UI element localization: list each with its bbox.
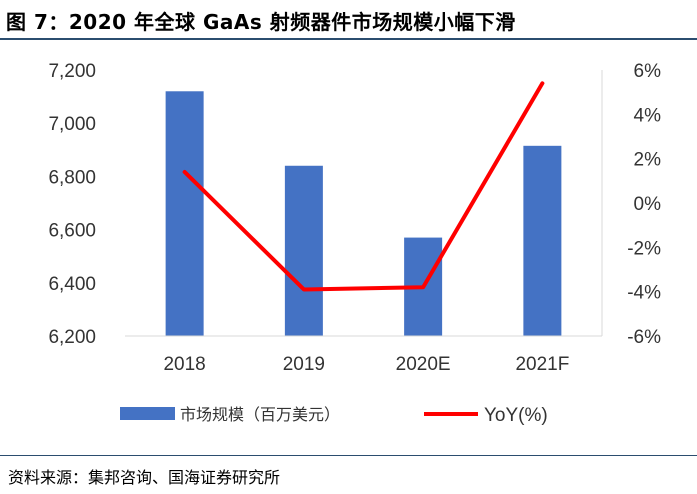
chart-title: 图 7：2020 年全球 GaAs 射频器件市场规模小幅下滑: [6, 10, 516, 34]
yoy-point-2020E: [422, 286, 424, 288]
left-tick-label: 6,200: [48, 327, 96, 348]
right-tick-label: 4%: [634, 105, 662, 126]
right-axis-ticks: -6% -4% -2% 0% 2% 4% 6%: [627, 61, 661, 348]
left-tick-label: 6,600: [48, 221, 96, 242]
x-axis-ticks: 2018 2019 2020E 2021F: [163, 354, 569, 375]
legend: 市场规模（百万美元） YoY(%): [120, 405, 548, 426]
x-tick-label: 2021F: [515, 354, 569, 375]
yoy-line: [182, 81, 545, 292]
right-tick-label: -2%: [627, 238, 661, 259]
line-series: [182, 81, 545, 292]
source-note: 资料来源：集邦咨询、国海证券研究所: [8, 468, 281, 487]
yoy-point-2018: [184, 171, 186, 173]
left-tick-label: 6,400: [48, 274, 96, 295]
right-tick-label: 2%: [634, 150, 662, 171]
left-tick-label: 6,800: [48, 167, 96, 188]
bar-2018: [165, 91, 204, 336]
right-tick-label: -6%: [627, 327, 661, 348]
left-tick-label: 7,000: [48, 114, 96, 135]
right-tick-label: -4%: [627, 283, 661, 304]
legend-label-bar: 市场规模（百万美元）: [180, 405, 340, 424]
x-tick-label: 2018: [163, 354, 205, 375]
legend-label-line: YoY(%): [484, 405, 548, 426]
right-tick-label: 6%: [634, 61, 662, 82]
left-axis-ticks: 6,200 6,400 6,600 6,800 7,000 7,200: [48, 61, 96, 348]
bar-2021F: [523, 145, 562, 336]
bar-2019: [284, 165, 323, 336]
yoy-point-2019: [303, 288, 305, 290]
title-divider: [0, 38, 697, 40]
plot-frame: [125, 70, 603, 337]
source-divider: [0, 455, 697, 456]
legend-swatch-bar: [120, 407, 175, 420]
left-tick-label: 7,200: [48, 61, 96, 82]
yoy-point-2021F: [541, 82, 543, 84]
right-tick-label: 0%: [634, 194, 662, 215]
x-tick-label: 2019: [283, 354, 325, 375]
bar-series: [165, 91, 562, 336]
x-tick-label: 2020E: [396, 354, 451, 375]
